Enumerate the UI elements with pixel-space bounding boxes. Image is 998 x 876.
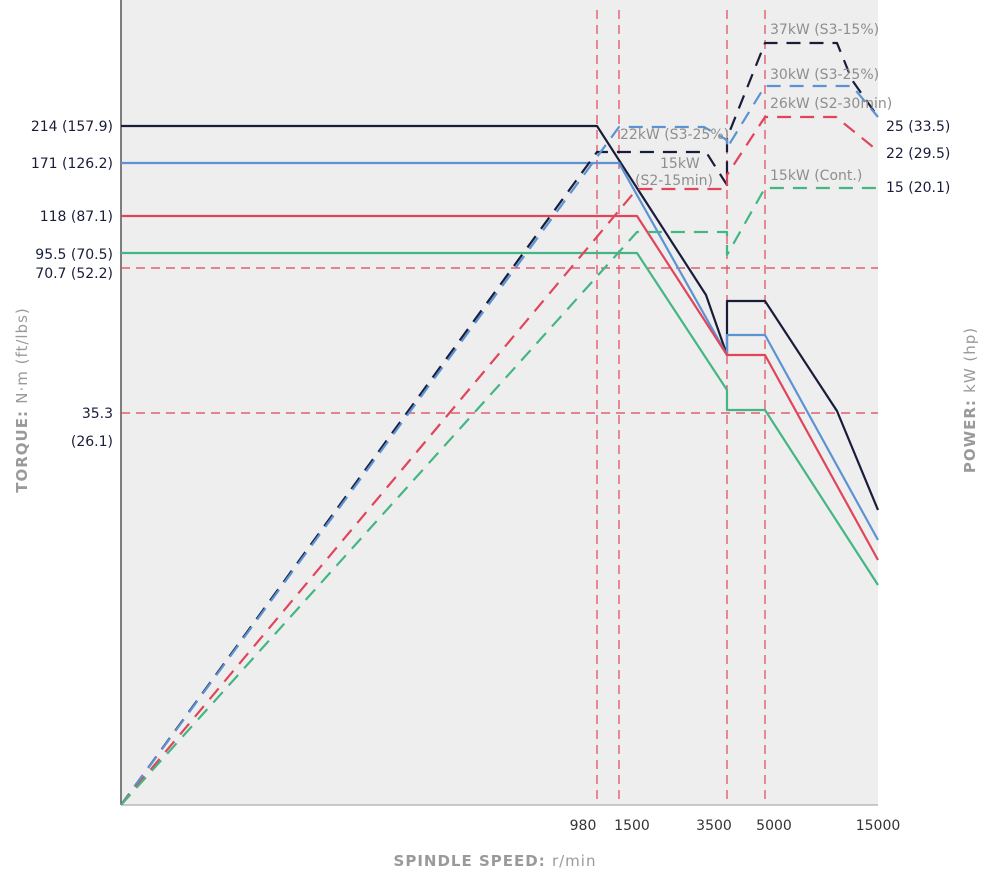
x-tick-label: 15000 xyxy=(856,818,901,834)
annotation-label: 22kW (S3-25%) xyxy=(620,127,729,143)
x-axis-labels: 980 1500 3500 5000 15000 xyxy=(570,818,901,834)
series-power-navy xyxy=(120,41,879,806)
left-tick-label: 70.7 (52.2) xyxy=(35,266,113,282)
left-tick-label: 214 (157.9) xyxy=(31,119,113,135)
right-axis-title: POWER: kW (hp) xyxy=(961,327,979,473)
series-power-green xyxy=(120,186,878,806)
left-tick-label: 118 (87.1) xyxy=(40,209,113,225)
annotation-label: 26kW (S2-30min) xyxy=(770,96,892,112)
x-axis-title: SPINDLE SPEED: r/min xyxy=(394,852,597,870)
right-tick-label: 25 (33.5) xyxy=(886,119,950,135)
annotation-label: (S2-15min) xyxy=(635,173,713,189)
series-curves xyxy=(120,41,880,806)
annotation-label: 15kW (Cont.) xyxy=(770,168,862,184)
series-torque-navy xyxy=(121,124,880,511)
left-axis-title: TORQUE: N·m (ft/lbs) xyxy=(13,307,31,492)
right-tick-label: 22 (29.5) xyxy=(886,146,950,162)
rating-annotations: 37kW (S3-15%) 30kW (S3-25%) 26kW (S2-30m… xyxy=(620,22,892,189)
right-tick-label: 15 (20.1) xyxy=(886,180,950,196)
left-tick-label: 35.3 xyxy=(82,406,113,422)
series-torque-green xyxy=(121,251,879,586)
annotation-label: 37kW (S3-15%) xyxy=(770,22,879,38)
x-tick-label: 980 xyxy=(570,818,597,834)
left-tick-label: (26.1) xyxy=(71,434,113,450)
series-power-red xyxy=(120,115,879,806)
plot-area xyxy=(121,0,878,805)
series-torque-red xyxy=(121,214,879,561)
x-tick-label: 3500 xyxy=(696,818,732,834)
right-axis-labels: 25 (33.5) 22 (29.5) 15 (20.1) xyxy=(886,119,950,196)
annotation-label: 15kW xyxy=(660,156,700,172)
x-tick-label: 1500 xyxy=(614,818,650,834)
series-power-blue xyxy=(120,84,879,806)
left-tick-label: 171 (126.2) xyxy=(31,156,113,172)
left-tick-label: 95.5 (70.5) xyxy=(35,247,113,263)
annotation-label: 30kW (S3-25%) xyxy=(770,67,879,83)
x-tick-label: 5000 xyxy=(756,818,792,834)
series-torque-blue xyxy=(121,161,879,541)
left-axis-labels: 214 (157.9) 171 (126.2) 118 (87.1) 95.5 … xyxy=(31,119,113,450)
